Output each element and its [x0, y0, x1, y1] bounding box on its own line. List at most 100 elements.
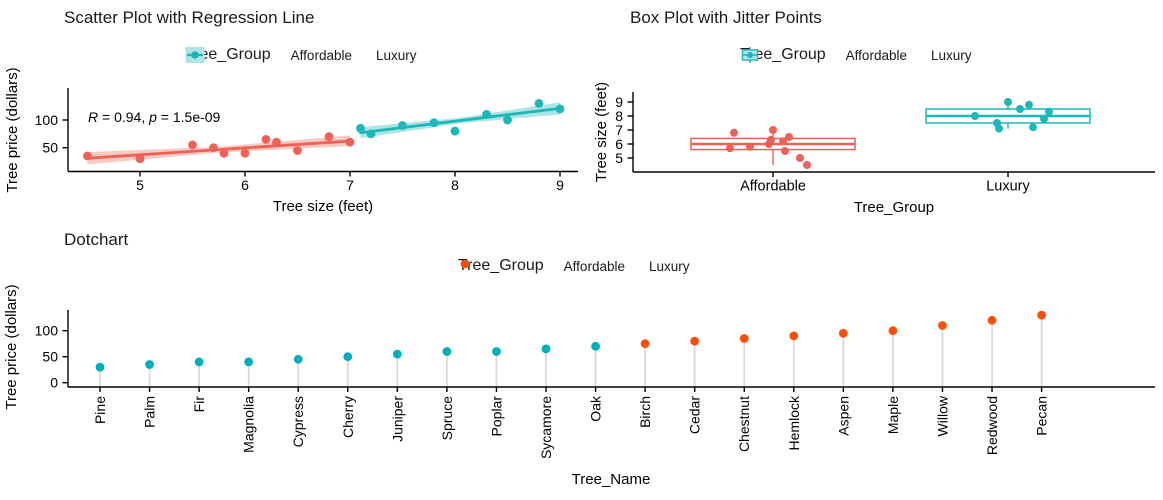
jitter-point [785, 133, 793, 141]
x-axis-title: Tree_Group [854, 199, 934, 216]
jitter-point [1016, 105, 1024, 113]
jitter-point [796, 154, 804, 162]
dotchart-legend-title: Tree_Group [458, 257, 544, 274]
scatter-point [398, 121, 407, 130]
dotchart-legend: Tree_Group Affordable Luxury [458, 257, 707, 275]
lollipop-dot [789, 331, 799, 341]
dotchart-legend-item-affordable: Affordable [460, 258, 625, 274]
lollipop-dot [541, 344, 551, 354]
x-tick-label: Sycamore [538, 396, 554, 459]
x-tick-label: Luxury [986, 179, 1030, 195]
x-tick-label: Pecan [1034, 396, 1050, 436]
x-tick-label: Cypress [290, 396, 306, 447]
scatter-point [555, 104, 565, 114]
lollipop-dot [690, 336, 700, 346]
scatter-legend-label: Luxury [375, 47, 417, 63]
scatter-point [272, 137, 281, 147]
lollipop-dot [244, 357, 254, 367]
y-tick-label: 0 [50, 375, 58, 391]
lollipop-dot [888, 326, 898, 336]
y-tick-label: 7 [615, 122, 623, 138]
dotchart-legend-label: Affordable [563, 258, 625, 274]
jitter-point [769, 126, 777, 134]
scatter-point [503, 115, 512, 125]
x-axis-title: Tree size (feet) [273, 198, 373, 215]
x-tick-label: 5 [136, 177, 144, 193]
x-tick-label: Magnolia [241, 396, 257, 453]
y-tick-label: 100 [35, 323, 59, 339]
jitter-point [995, 124, 1003, 133]
jitter-point [1029, 123, 1037, 132]
correlation-annotation: R = 0.94, p = 1.5e-09 [88, 109, 221, 125]
box-legend: Tree_Group Affordable Luxury [740, 46, 989, 64]
x-tick-label: Poplar [488, 396, 504, 437]
box-title: Box Plot with Jitter Points [630, 8, 822, 27]
y-tick-label: 9 [615, 94, 623, 110]
scatter-point [482, 110, 491, 119]
jitter-point [971, 112, 979, 120]
dotchart: 0 50 100 Pine Palm Fir Magnolia Cypress Cherry Ju… [0, 225, 1163, 500]
scatter-point [135, 154, 145, 164]
y-tick-label: 100 [35, 112, 59, 128]
x-tick-label: Cedar [687, 396, 703, 434]
regression-line [359, 106, 562, 135]
scatter-point [188, 140, 197, 150]
scatter-point [261, 134, 271, 144]
legend-key-dot [460, 259, 470, 269]
x-tick-label: Maple [885, 396, 901, 434]
x-tick-label: 9 [556, 177, 564, 193]
lollipop-dot [640, 339, 650, 349]
x-tick-label: Pine [92, 396, 108, 424]
scatter-point [429, 118, 439, 128]
scatter-legend-label: Affordable [290, 47, 352, 63]
jitter-point [779, 137, 787, 146]
scatter-legend-item-luxury: Luxury [185, 47, 417, 63]
scatter-point [324, 132, 334, 142]
scatter-point [83, 151, 92, 161]
lollipop-dot [95, 362, 105, 372]
jitter-point [781, 147, 789, 155]
x-tick-label: Chestnut [736, 396, 752, 452]
scatter-point [534, 98, 544, 108]
lollipop-dot [987, 315, 997, 325]
y-tick-label: 6 [615, 136, 623, 152]
scatter-point [240, 148, 250, 158]
x-tick-label: Willow [934, 395, 950, 436]
y-tick-label: 50 [42, 140, 58, 156]
lollipop-dot [343, 352, 353, 362]
x-tick-label: Birch [637, 396, 653, 428]
jitter-point [746, 142, 754, 151]
scatter-point [450, 126, 460, 136]
scatter-legend: Tree_Group Affordable Luxury [185, 46, 434, 64]
lollipop-dot [194, 357, 204, 367]
legend-key-dot [747, 52, 753, 58]
y-axis-title: Tree price (dollars) [3, 284, 20, 409]
scatter-plot-area: 50 100 5 6 7 8 9 R = 0.94, p = 1.5e-09 Tree size… [4, 67, 578, 215]
scatter-chart: 50 100 5 6 7 8 9 R = 0.94, p = 1.5e-09 Tree size… [0, 0, 590, 225]
lollipop-dot [838, 328, 848, 338]
box-legend-title: Tree_Group [740, 46, 826, 63]
lollipop-dot [739, 334, 749, 343]
x-tick-label: Fir [191, 396, 207, 413]
x-tick-label: Spruce [439, 396, 455, 441]
y-tick-label: 5 [615, 150, 623, 166]
jitter-point [1004, 98, 1012, 106]
box-legend-item-luxury: Luxury [741, 47, 972, 63]
dotchart-legend-item-luxury: Luxury [460, 258, 690, 274]
legend-key-dot [191, 51, 199, 59]
lollipop-dot [492, 347, 501, 356]
y-tick-label: 8 [615, 108, 623, 124]
lollipop-dot [392, 349, 402, 359]
lollipop-dot [293, 354, 303, 364]
box-legend-label: Affordable [845, 47, 907, 63]
x-tick-label: Redwood [984, 396, 1000, 455]
jitter-point [730, 128, 738, 137]
box-chart: 5 6 7 8 9 Affordable Luxury Tree_Group Tree size… [590, 0, 1163, 225]
scatter-point [345, 137, 355, 147]
scatter-point [356, 123, 365, 133]
dotchart-legend-label: Luxury [648, 258, 690, 274]
regression-line [86, 139, 352, 160]
jitter-point [1025, 100, 1033, 109]
scatter-point [219, 148, 229, 158]
